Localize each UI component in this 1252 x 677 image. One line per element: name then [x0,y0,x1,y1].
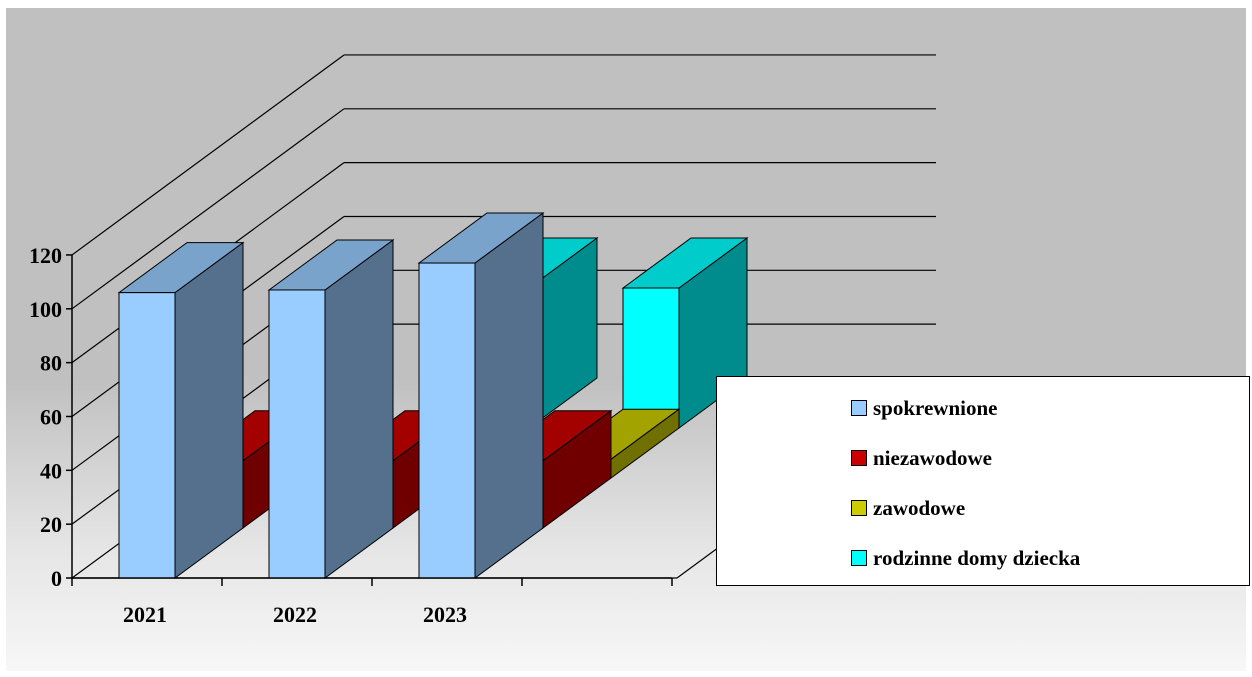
legend-swatch-rodzinne-domy-dziecka [851,550,867,566]
legend-label-zawodowe: zawodowe [873,495,966,520]
legend-item-zawodowe: zawodowe [851,495,965,521]
legend-label-spokrewnione: spokrewnione [873,395,998,420]
bar-side [174,241,244,579]
bar-spokrewnione-2021 [117,241,245,579]
side-wall-line-100 [71,108,345,310]
legend-item-spokrewnione: spokrewnione [851,395,997,421]
legend-item-rodzinne-domy-dziecka: rodzinne domy dziecka [851,545,1080,571]
bar-front [622,287,680,429]
y-tick-label-80: 80 [40,351,62,376]
bar-spokrewnione-2022 [267,239,395,579]
x-tick-label-2021: 2021 [123,602,167,627]
x-tick-label-2023: 2023 [423,602,467,627]
bar-front [118,292,176,579]
side-wall-line-120 [71,54,345,256]
chart-bars [117,212,749,579]
bar-side [324,239,394,579]
chart-labels: 0 20 40 60 80 100 120 2021 2022 2023 [29,243,467,627]
bar-spokrewnione-2023 [417,212,545,579]
legend-swatch-zawodowe [851,500,867,516]
y-tick-label-0: 0 [51,566,62,591]
bar-side [474,212,544,579]
legend-label-niezawodowe: niezawodowe [873,445,992,470]
legend-swatch-niezawodowe [851,450,867,466]
legend-swatch-spokrewnione [851,400,867,416]
legend: spokrewnione niezawodowe zawodowe rodzin… [716,376,1250,586]
x-tick-label-2022: 2022 [273,602,317,627]
chart-axes [66,254,673,586]
legend-item-niezawodowe: niezawodowe [851,445,992,471]
y-tick-label-60: 60 [40,404,62,429]
legend-label-rodzinne-domy-dziecka: rodzinne domy dziecka [873,545,1081,570]
bar-front [418,262,476,579]
bar-front [268,289,326,579]
y-tick-label-40: 40 [40,458,62,483]
y-tick-label-20: 20 [40,512,62,537]
y-tick-label-100: 100 [29,297,62,322]
y-tick-label-120: 120 [29,243,62,268]
